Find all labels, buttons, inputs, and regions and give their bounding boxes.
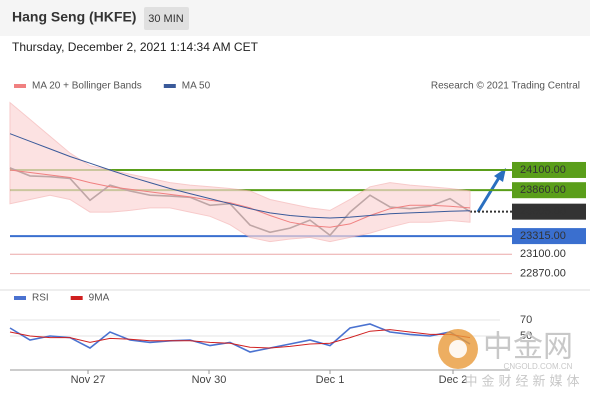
x-tick-label: Nov 27 <box>71 374 106 386</box>
watermark-logo-inner <box>449 340 467 358</box>
instrument-title: Hang Seng (HKFE) <box>12 9 136 25</box>
header-bar <box>0 0 590 36</box>
level-label: 23605.00 <box>520 206 566 218</box>
level-box <box>512 182 586 199</box>
watermark: 中金网 CNGOLD.COM.CN 中金财经新媒体 <box>438 329 583 390</box>
timeframe-button[interactable] <box>144 7 189 30</box>
level-label: 24100.00 <box>520 164 566 176</box>
legend-label: MA 50 <box>182 81 211 92</box>
datetime: Thursday, December 2, 2021 1:14:34 AM CE… <box>12 40 259 54</box>
legend-label: RSI <box>32 293 49 304</box>
y-tick-label: 70 <box>520 314 532 326</box>
timeframe-label: 30 MIN <box>148 13 184 25</box>
watermark-site: CNGOLD.COM.CN <box>504 362 573 371</box>
legend-swatch <box>70 296 83 300</box>
y-tick-label: 50 <box>520 330 532 342</box>
watermark-brand: 中金网 <box>483 330 573 365</box>
x-tick-label: Dec 2 <box>439 374 468 386</box>
level-box <box>512 203 586 220</box>
forecast-arrow-head <box>494 168 506 182</box>
series-line <box>9 133 471 219</box>
series-line <box>9 169 471 228</box>
level-label: 23315.00 <box>520 230 566 242</box>
x-tick-label: Dec 1 <box>316 374 345 386</box>
legend-swatch <box>14 296 26 300</box>
level-label: 23860.00 <box>520 184 566 196</box>
credit: Research © 2021 Trading Central <box>431 81 580 92</box>
level-box <box>512 228 586 245</box>
legend-label: MA 20 + Bollinger Bands <box>32 81 142 92</box>
level-label: 23100.00 <box>520 248 566 260</box>
legend-swatch <box>163 84 176 88</box>
legend-swatch <box>14 84 26 88</box>
level-box <box>512 161 586 178</box>
series-line <box>9 329 471 349</box>
watermark-tagline: 中金财经新媒体 <box>464 374 583 390</box>
series-line <box>9 323 471 353</box>
forecast-arrow <box>476 175 502 213</box>
legend-label: 9MA <box>89 293 110 304</box>
x-tick-label: Nov 30 <box>192 374 227 386</box>
bollinger-band <box>9 101 471 243</box>
level-label: 22870.00 <box>520 267 566 279</box>
